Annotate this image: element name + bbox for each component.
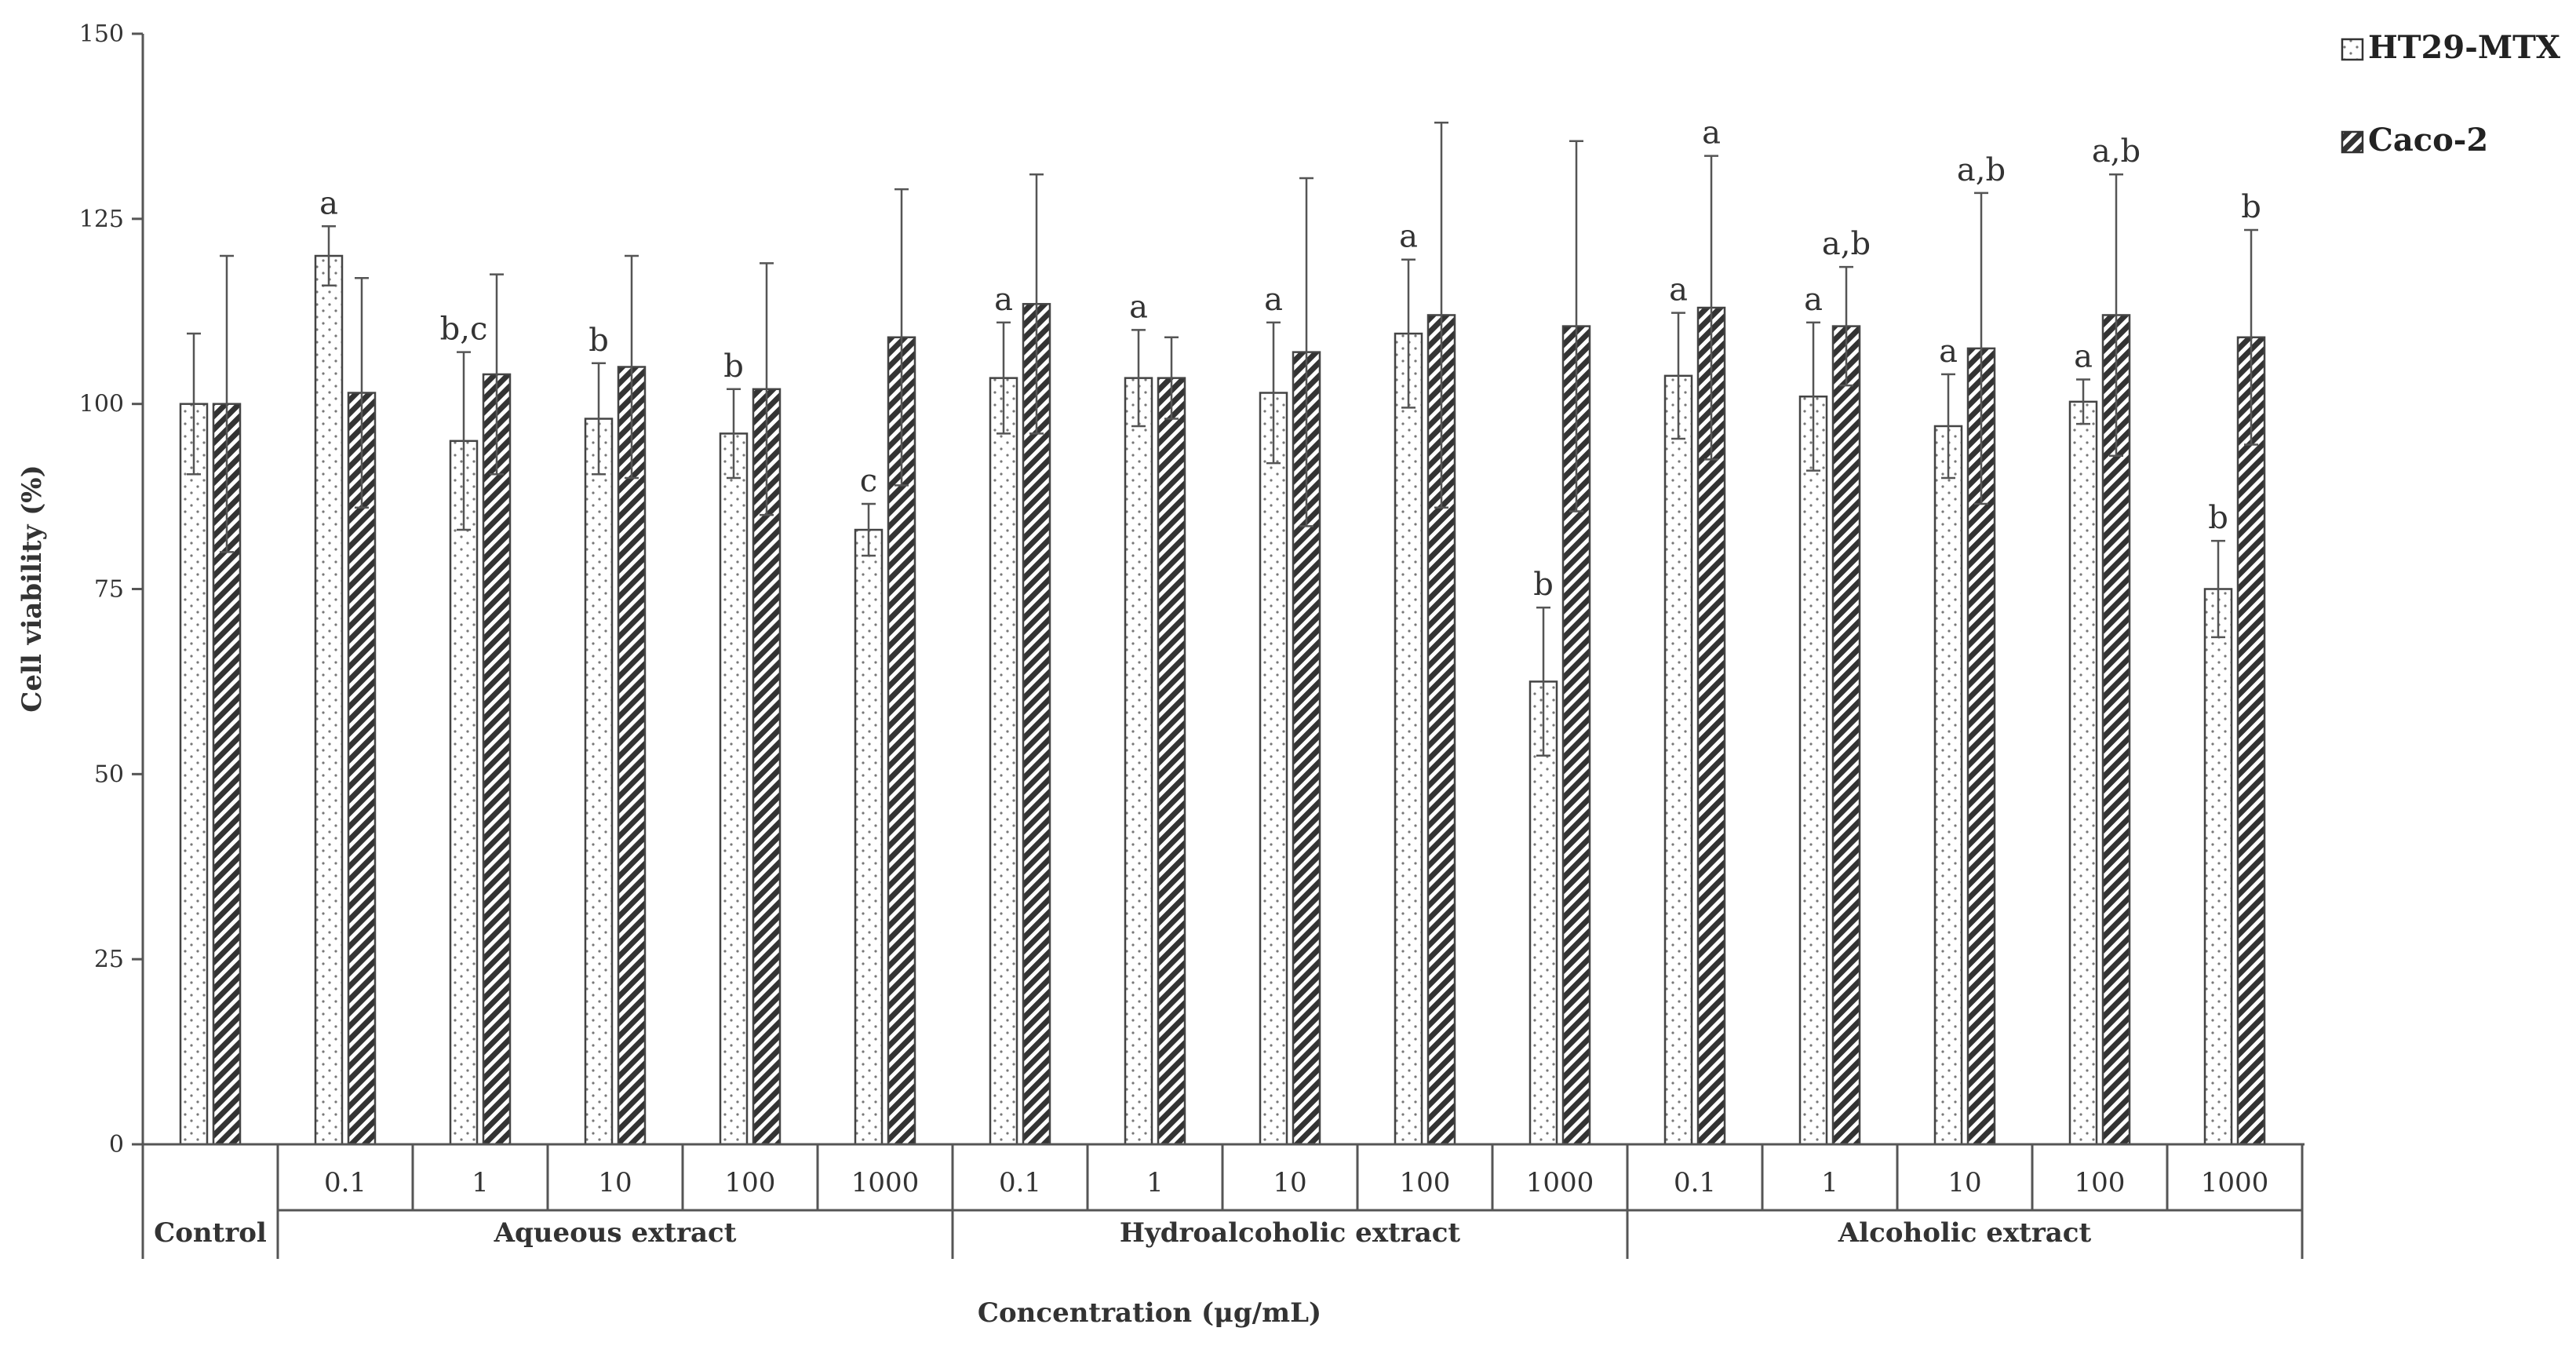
x-category-label: 100 — [1400, 1167, 1451, 1198]
y-tick-label: 75 — [94, 576, 124, 604]
significance-label: a — [1129, 289, 1148, 325]
significance-label: a — [2074, 339, 2093, 375]
legend-label: Caco-2 — [2368, 122, 2488, 159]
bar-ht29-mtx — [2068, 400, 2098, 1146]
x-axis: Control 0.1 1 10 100 1000 Aqueous extract 0.1 1 1… — [141, 1143, 2305, 1259]
x-group-label: Hydroalcoholic extract — [1120, 1217, 1461, 1249]
bar-ht29-mtx — [584, 418, 614, 1146]
bar-ht29-mtx — [989, 377, 1018, 1146]
significance-label: b — [588, 323, 609, 359]
bar-ht29-mtx — [314, 254, 344, 1146]
significance-label: a,b — [2092, 133, 2141, 170]
y-tick-label: 0 — [109, 1131, 124, 1158]
legend-label: HT29-MTX — [2368, 29, 2560, 66]
bars: a b,c b b c a a a a b a a a a,b a a,b a a,b b b — [179, 115, 2266, 1146]
x-category-label: 1 — [472, 1167, 489, 1198]
bar-caco-2 — [2236, 336, 2266, 1146]
significance-label: b,c — [440, 312, 488, 348]
significance-label: a — [1669, 272, 1688, 308]
significance-label: a,b — [1957, 152, 2006, 188]
bar-ht29-mtx — [1124, 377, 1153, 1146]
significance-label: a — [994, 282, 1013, 318]
x-group-label: Alcoholic extract — [1838, 1217, 2092, 1249]
bar-caco-2 — [1157, 377, 1186, 1146]
significance-label: a — [1399, 219, 1418, 255]
y-tick-label: 125 — [79, 206, 124, 233]
significance-label: a — [1702, 115, 1721, 151]
bar-ht29-mtx — [1394, 332, 1423, 1146]
significance-label: a — [1804, 282, 1823, 318]
bar-caco-2 — [617, 366, 647, 1146]
x-category-label: 10 — [598, 1167, 632, 1198]
legend: HT29-MTX Caco-2 — [2341, 29, 2560, 159]
bar-caco-2 — [347, 392, 377, 1146]
x-category-label: 10 — [1273, 1167, 1306, 1198]
significance-label: b — [2241, 189, 2261, 225]
significance-label: b — [1533, 567, 1554, 603]
legend-swatch — [2341, 130, 2364, 154]
bar-caco-2 — [1831, 325, 1861, 1146]
y-tick-label: 150 — [79, 20, 124, 48]
x-category-label: 0.1 — [324, 1167, 366, 1198]
bar-ht29-mtx — [1798, 395, 1828, 1146]
significance-label: c — [860, 463, 877, 499]
x-category-label: 0.1 — [999, 1167, 1041, 1198]
x-category-label: 1 — [1146, 1167, 1164, 1198]
y-tick-label: 100 — [79, 391, 124, 418]
significance-label: a — [319, 185, 338, 221]
bar-ht29-mtx — [719, 432, 749, 1146]
bar-ht29-mtx — [1259, 392, 1288, 1146]
bar-ht29-mtx — [854, 528, 884, 1146]
x-category-label: 100 — [2075, 1167, 2126, 1198]
x-category-label: 1000 — [1526, 1167, 1594, 1198]
y-tick-label: 50 — [94, 761, 124, 788]
x-category-label: 100 — [725, 1167, 776, 1198]
x-group-label: Control — [154, 1217, 267, 1249]
x-category-label: 1000 — [851, 1167, 920, 1198]
bar-ht29-mtx — [1933, 425, 1963, 1146]
significance-label: a,b — [1822, 226, 1871, 262]
bar-ht29-mtx — [1663, 374, 1693, 1146]
bar-ht29-mtx — [449, 440, 479, 1146]
bar-caco-2 — [482, 373, 512, 1146]
x-category-label: 10 — [1947, 1167, 1981, 1198]
significance-label: b — [723, 348, 744, 385]
x-category-label: 0.1 — [1674, 1167, 1716, 1198]
x-axis-title: Concentration (μg/mL) — [978, 1297, 1321, 1329]
significance-label: b — [2208, 500, 2228, 536]
x-category-label: 1 — [1821, 1167, 1838, 1198]
bar-ht29-mtx — [179, 403, 209, 1146]
x-group-label: Aqueous extract — [494, 1217, 737, 1249]
significance-label: a — [1939, 334, 1958, 370]
y-axis: 0 25 50 75 100 125 150 — [79, 20, 144, 1158]
y-axis-title: Cell viability (%) — [16, 465, 48, 712]
bar-ht29-mtx — [2203, 588, 2233, 1146]
significance-label: a — [1264, 282, 1283, 318]
legend-swatch — [2341, 38, 2364, 61]
y-tick-label: 25 — [94, 946, 124, 973]
x-category-label: 1000 — [2201, 1167, 2269, 1198]
